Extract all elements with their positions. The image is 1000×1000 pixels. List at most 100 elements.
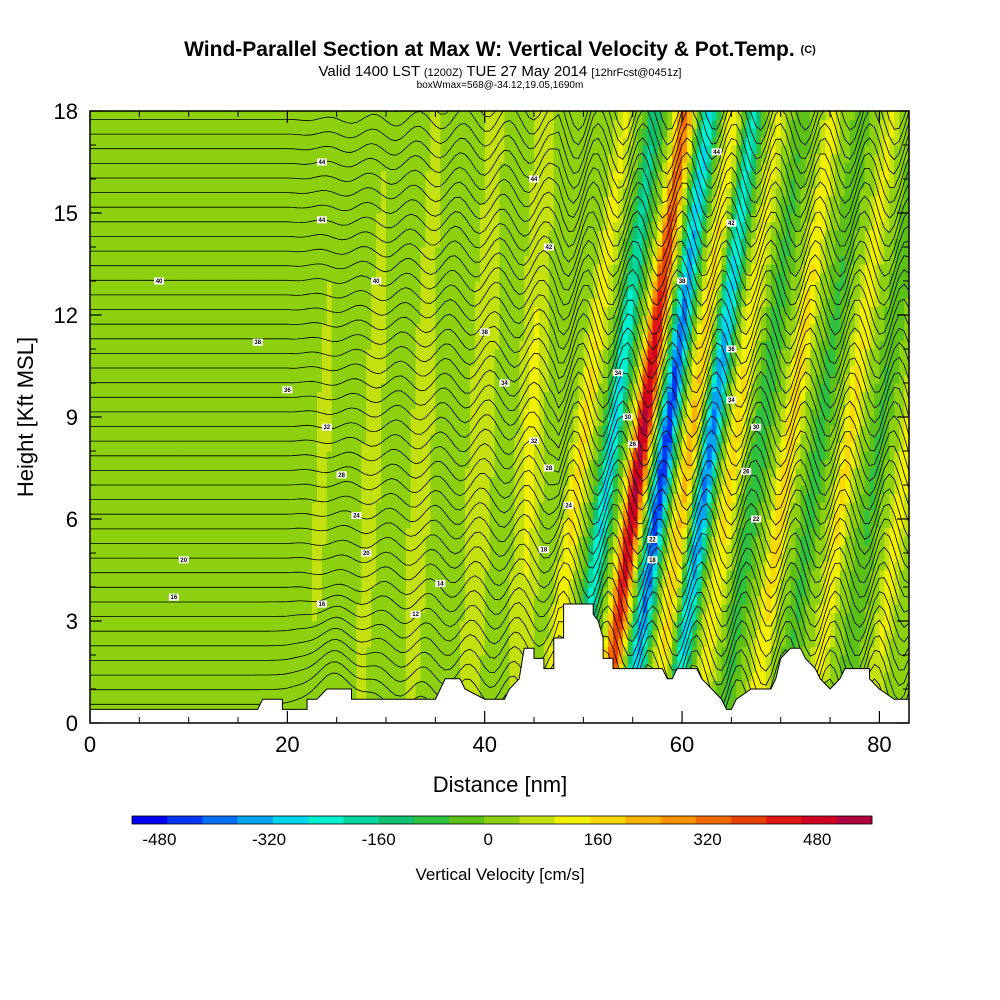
field-cell [114,629,121,639]
field-cell [203,510,210,520]
field-cell [326,578,333,588]
field-cell [371,485,377,495]
field-cell [420,493,427,503]
field-cell [321,680,328,690]
field-cell [529,578,535,588]
field-cell [292,621,298,631]
field-cell [899,519,905,529]
field-cell [652,570,658,580]
field-cell [889,527,895,537]
field-cell [760,544,767,554]
field-cell [356,544,362,554]
field-cell [198,655,205,665]
field-cell [558,595,565,605]
field-cell [489,519,496,529]
field-cell [154,468,160,478]
field-cell [899,493,905,503]
field-cell [208,629,214,639]
field-cell [711,672,718,682]
field-cell [617,476,624,486]
field-cell [346,612,353,622]
field-cell [302,485,308,495]
field-cell [134,527,140,537]
field-cell [894,544,900,554]
field-cell [810,510,816,520]
field-cell [726,485,732,495]
field-cell [563,578,570,588]
field-cell [203,646,210,656]
field-cell [805,553,811,563]
field-cell [94,578,101,588]
field-cell [218,621,224,631]
field-cell [716,680,723,690]
field-cell [460,638,466,648]
field-cell [899,527,905,537]
field-cell [657,570,663,580]
field-cell [844,621,851,631]
field-cell [104,621,111,631]
field-cell [144,587,150,597]
field-cell [464,680,471,690]
field-cell [543,561,550,571]
field-cell [415,476,422,486]
field-cell [198,638,205,648]
field-cell [168,578,175,588]
field-cell [800,587,806,597]
field-cell [242,655,249,665]
field-cell [598,536,604,546]
field-cell [509,527,515,537]
field-cell [376,493,382,503]
field-cell [233,672,239,682]
field-cell [223,629,229,639]
field-cell [109,655,116,665]
field-cell [726,587,732,597]
field-cell [307,527,313,537]
field-cell [292,638,298,648]
field-cell [134,476,140,486]
field-cell [277,578,284,588]
field-cell [90,655,96,665]
field-cell [346,646,353,656]
field-cell [198,561,205,571]
field-cell [652,621,658,631]
field-cell [228,697,234,707]
field-cell [94,476,101,486]
field-cell [751,629,757,639]
field-cell [346,544,353,554]
field-cell [785,536,792,546]
field-cell [277,536,284,546]
field-cell [277,468,284,478]
field-cell [780,561,787,571]
field-cell [228,493,234,503]
field-cell [775,638,782,648]
field-cell [356,578,362,588]
field-cell [183,646,190,656]
field-cell [874,680,880,690]
field-cell [765,561,772,571]
field-cell [351,612,358,622]
field-cell [272,612,279,622]
field-cell [741,604,747,614]
field-cell [405,689,412,699]
field-cell [726,629,732,639]
field-cell [790,553,797,563]
field-cell [534,553,540,563]
field-cell [820,536,826,546]
field-cell [346,578,353,588]
field-cell [208,476,214,486]
field-cell [775,544,782,554]
field-cell [94,604,101,614]
field-cell [316,680,323,690]
field-cell [104,629,111,639]
field-cell [287,485,293,495]
field-cell [321,578,328,588]
field-cell [415,553,422,563]
field-cell [425,587,432,597]
field-cell [746,510,752,520]
field-cell [864,578,871,588]
field-cell [144,459,150,469]
field-cell [775,629,782,639]
field-cell [381,689,387,699]
field-cell [672,536,678,546]
field-cell [593,553,599,563]
